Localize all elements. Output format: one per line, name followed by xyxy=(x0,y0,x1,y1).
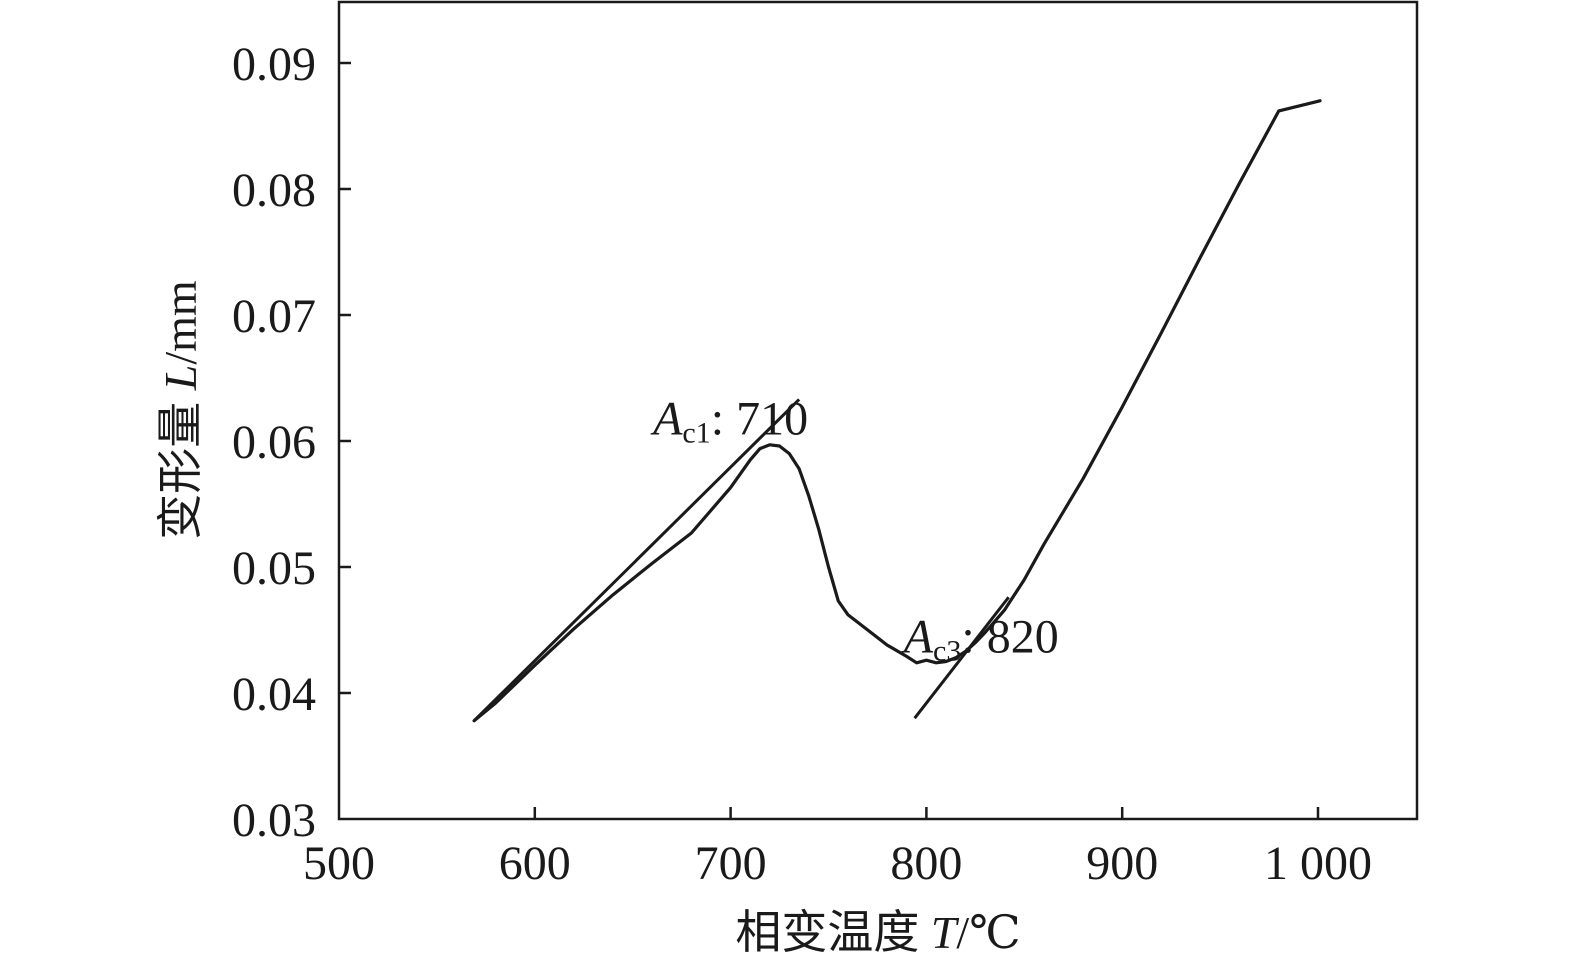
tangent-lines xyxy=(473,398,1010,722)
x-tick-label: 900 xyxy=(1086,837,1158,890)
y-tick-label: 0.04 xyxy=(232,668,316,721)
plot-frame xyxy=(337,0,1419,821)
x-axis-title: 相变温度 T/℃ xyxy=(735,907,1020,958)
annotation-label: Ac1: 710 xyxy=(650,393,808,450)
series-line xyxy=(472,99,1322,723)
y-tick-label: 0.07 xyxy=(232,290,316,343)
x-tick-label: 700 xyxy=(695,837,767,890)
y-tick-label: 0.05 xyxy=(232,542,316,595)
y-axis-ticks: 0.03 0.04 0.05 0.06 0.07 0.08 0.09 xyxy=(232,38,351,847)
x-tick-label: 500 xyxy=(303,837,375,890)
annotations: Ac1: 710 Ac3: 820 xyxy=(650,393,1059,668)
x-tick-label: 800 xyxy=(890,837,962,890)
y-tick-label: 0.06 xyxy=(232,416,316,469)
y-tick-label: 0.08 xyxy=(232,164,316,217)
tangent-line xyxy=(913,596,1010,720)
y-tick-label: 0.03 xyxy=(232,794,316,847)
tangent-line xyxy=(473,398,801,722)
x-tick-label: 600 xyxy=(499,837,571,890)
y-axis-title: 变形量 L/mm xyxy=(155,280,206,540)
annotation-label: Ac3: 820 xyxy=(901,611,1059,668)
x-tick-label: 1 000 xyxy=(1264,837,1372,890)
x-axis-ticks: 500 600 700 800 900 1 000 xyxy=(303,807,1372,890)
y-tick-label: 0.09 xyxy=(232,38,316,91)
